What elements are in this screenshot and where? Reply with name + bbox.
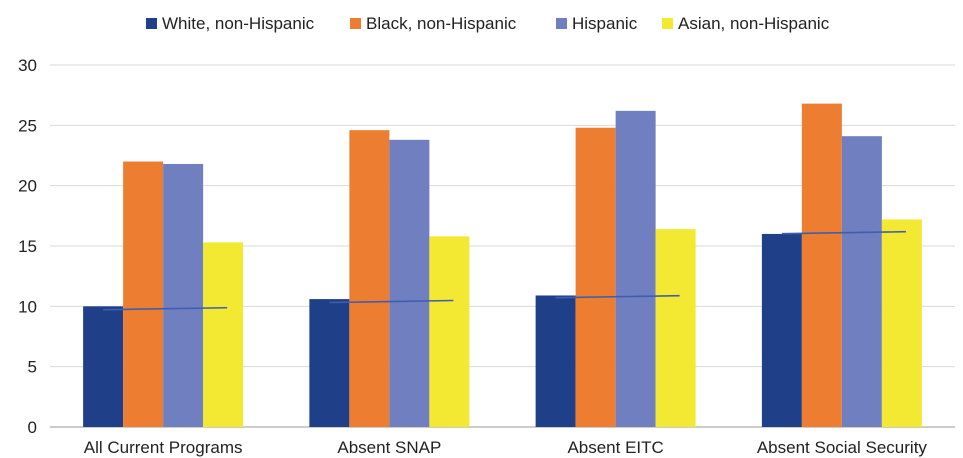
bar bbox=[841, 136, 882, 427]
legend-swatch bbox=[556, 18, 567, 29]
legend: White, non-Hispanic Black, non-Hispanic Hi… bbox=[146, 14, 830, 33]
bar bbox=[801, 103, 842, 427]
x-category-label: Absent SNAP bbox=[337, 438, 441, 457]
y-tick-label: 15 bbox=[18, 237, 37, 256]
bar bbox=[349, 130, 390, 427]
overlay-line bbox=[103, 230, 906, 311]
x-category-label: Absent Social Security bbox=[757, 438, 928, 457]
x-axis: All Current Programs Absent SNAP Absent EI… bbox=[84, 438, 928, 457]
y-tick-label: 30 bbox=[18, 56, 37, 75]
bar bbox=[429, 236, 470, 427]
overlay-segment bbox=[103, 306, 228, 311]
bar bbox=[309, 299, 350, 427]
bar bbox=[575, 127, 616, 427]
y-tick-label: 10 bbox=[18, 297, 37, 316]
y-tick-label: 20 bbox=[18, 177, 37, 196]
x-category-label: Absent EITC bbox=[567, 438, 663, 457]
legend-label: White, non-Hispanic bbox=[162, 14, 315, 33]
bar bbox=[615, 110, 656, 427]
bar bbox=[535, 295, 576, 427]
legend-label: Black, non-Hispanic bbox=[366, 14, 517, 33]
bar bbox=[881, 219, 922, 427]
bars bbox=[83, 103, 922, 428]
bar bbox=[761, 233, 802, 427]
bar bbox=[123, 161, 164, 428]
legend-label: Hispanic bbox=[572, 14, 638, 33]
bar bbox=[163, 163, 204, 428]
overlay-segment bbox=[781, 230, 906, 235]
bar bbox=[655, 229, 696, 427]
y-tick-label: 5 bbox=[28, 358, 37, 377]
legend-swatch bbox=[350, 18, 361, 29]
legend-swatch bbox=[662, 18, 673, 29]
y-tick-label: 25 bbox=[18, 116, 37, 135]
y-axis: 0 5 10 15 20 25 30 bbox=[18, 56, 37, 437]
overlay-segment bbox=[555, 294, 680, 299]
y-tick-label: 0 bbox=[28, 418, 37, 437]
bar bbox=[203, 242, 244, 427]
overlay-segment bbox=[329, 299, 454, 304]
x-category-label: All Current Programs bbox=[84, 438, 243, 457]
bar bbox=[389, 139, 430, 427]
bar bbox=[83, 306, 124, 427]
legend-label: Asian, non-Hispanic bbox=[678, 14, 830, 33]
legend-swatch bbox=[146, 18, 157, 29]
